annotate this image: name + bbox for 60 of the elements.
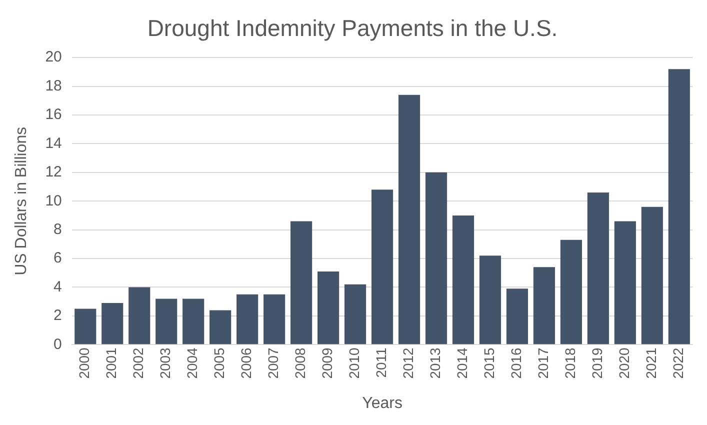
y-tick-label: 16 [45,106,62,124]
x-tick-label: 2014 [454,347,470,379]
x-tick-label: 2017 [535,347,552,379]
y-tick-label: 6 [54,250,62,267]
x-tick-label: 2001 [103,347,120,379]
bar [614,221,636,344]
bar [290,221,312,344]
bar [533,267,556,344]
x-tick-label: 2010 [346,347,362,379]
x-tick-label: 2003 [157,347,174,379]
bar [102,303,124,344]
x-tick-label: 2007 [265,347,282,379]
y-tick-label: 2 [54,307,62,324]
x-tick-label: 2004 [184,347,200,379]
bar [506,288,528,344]
x-tick-label: 2011 [373,347,390,378]
x-tick-label: 2020 [616,347,632,379]
bar [344,284,366,344]
y-tick-label: 20 [45,48,62,66]
x-tick-label: 2002 [130,347,146,379]
y-tick-label: 0 [54,336,62,353]
x-tick-label: 2016 [508,347,524,379]
x-tick-label: 2000 [76,347,92,379]
bar [425,172,448,344]
bar [641,206,663,344]
x-tick-label: 2018 [562,347,578,379]
x-tick-label: 2012 [400,347,416,379]
bar [128,287,150,344]
bar [479,256,502,344]
bar [74,308,96,344]
y-tick-label: 10 [45,192,62,210]
y-tick-label: 12 [45,164,62,181]
y-tick-label: 4 [54,278,62,296]
x-tick-label: 2015 [481,347,498,379]
y-tick-label: 18 [45,77,62,94]
x-tick-label: 2009 [319,347,336,379]
bar [587,192,609,344]
x-tick-label: 2006 [238,347,254,379]
chart-title: Drought Indemnity Payments in the U.S. [147,15,558,42]
bar [182,298,204,344]
y-tick-label: 14 [45,134,62,152]
bar [156,298,178,344]
x-tick-label: 2022 [670,347,686,379]
x-tick-label: 2021 [643,347,660,379]
bar [398,94,420,344]
y-tick-label: 8 [54,220,62,238]
bar [264,294,286,344]
x-tick-label: 2019 [589,347,606,379]
bar [210,310,232,344]
x-tick-label: 2013 [427,347,444,379]
x-tick-label: 2005 [211,347,228,379]
y-axis-title: US Dollars in Billions [13,126,30,276]
bar [560,240,582,344]
bar [236,294,258,344]
x-tick-label: 2008 [292,347,308,379]
bar [371,190,394,344]
bar [452,215,474,344]
bar [317,271,340,344]
bar [668,69,690,344]
x-axis-title: Years [362,394,402,412]
